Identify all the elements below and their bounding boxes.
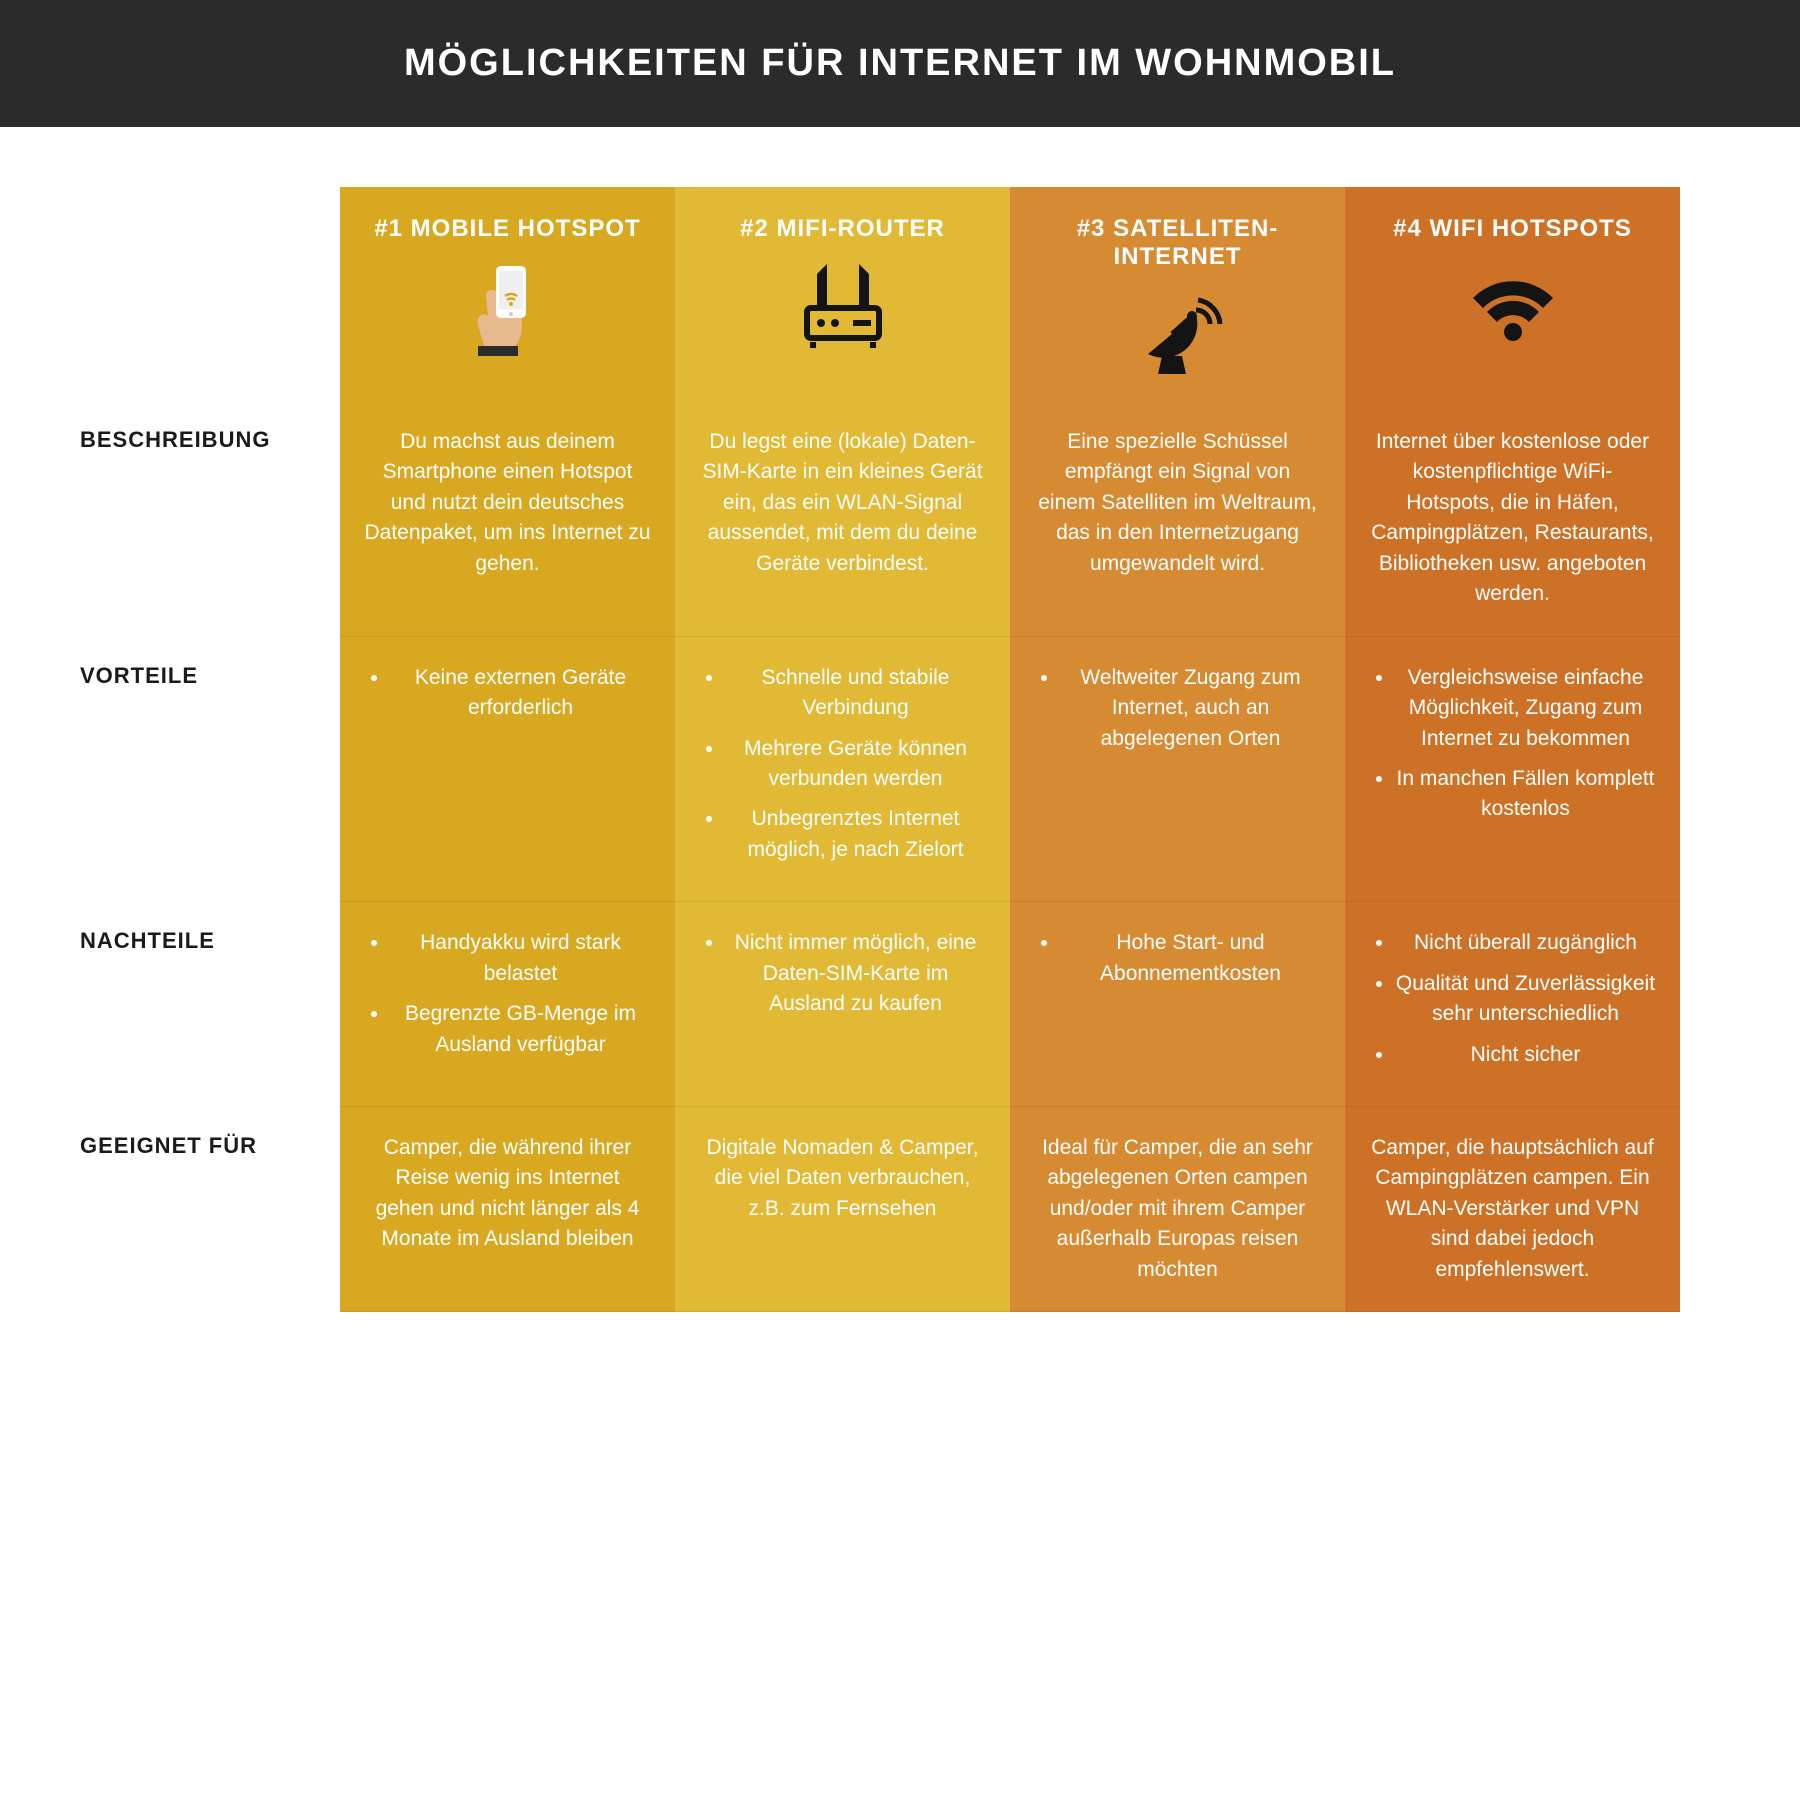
router-icon [675, 253, 1010, 373]
cell-pros-1: Keine externen Geräte erforderlich [340, 637, 675, 903]
satellite-dish-icon [1010, 281, 1345, 401]
col-satellite: #3 SATELLITEN-INTERNET [1010, 187, 1345, 401]
cell-cons-3: Hohe Start- und Abonnementkosten [1010, 902, 1345, 1107]
list-item: In manchen Fällen komplett kostenlos [1395, 764, 1656, 825]
wifi-icon [1345, 253, 1680, 373]
corner-spacer [80, 187, 340, 401]
cell-cons-4: Nicht überall zugänglich Qualität und Zuv… [1345, 902, 1680, 1107]
rowlabel-beschreibung: BESCHREIBUNG [80, 401, 340, 637]
phone-hand-icon [340, 253, 675, 373]
cell-desc-1: Du machst aus deinem Smartphone einen Ho… [340, 401, 675, 637]
list-item: Keine externen Geräte erforderlich [390, 663, 651, 724]
cell-cons-2: Nicht immer möglich, eine Daten-SIM-Kart… [675, 902, 1010, 1107]
list-item: Weltweiter Zugang zum Internet, auch an … [1060, 663, 1321, 754]
page-title: MÖGLICHKEITEN FÜR INTERNET IM WOHNMOBIL [0, 0, 1800, 127]
cell-fit-2: Digitale Nomaden & Camper, die viel Date… [675, 1107, 1010, 1312]
rowlabel-vorteile: VORTEILE [80, 637, 340, 903]
col-mobile-hotspot: #1 MOBILE HOTSPOT [340, 187, 675, 401]
list-item: Hohe Start- und Abonnementkosten [1060, 928, 1321, 989]
cell-pros-2: Schnelle und stabile Verbindung Mehrere G… [675, 637, 1010, 903]
cell-desc-2: Du legst eine (lokale) Daten-SIM-Karte i… [675, 401, 1010, 637]
col-wifi-hotspots: #4 WIFI HOTSPOTS [1345, 187, 1680, 401]
col-mifi-router: #2 MIFI-ROUTER [675, 187, 1010, 401]
cell-fit-4: Camper, die hauptsächlich auf Campingplä… [1345, 1107, 1680, 1312]
list-item: Schnelle und stabile Verbindung [725, 663, 986, 724]
colhead-3: #3 SATELLITEN-INTERNET [1010, 187, 1345, 281]
list-item: Vergleichsweise einfache Möglichkeit, Zu… [1395, 663, 1656, 754]
cell-pros-4: Vergleichsweise einfache Möglichkeit, Zu… [1345, 637, 1680, 903]
colhead-2: #2 MIFI-ROUTER [675, 187, 1010, 253]
list-item: Handyakku wird stark belastet [390, 928, 651, 989]
list-item: Qualität und Zuverlässigkeit sehr unters… [1395, 969, 1656, 1030]
cell-desc-3: Eine spezielle Schüssel empfängt ein Sig… [1010, 401, 1345, 637]
cell-fit-1: Camper, die während ihrer Reise wenig in… [340, 1107, 675, 1312]
rowlabel-nachteile: NACHTEILE [80, 902, 340, 1107]
colhead-1: #1 MOBILE HOTSPOT [340, 187, 675, 253]
list-item: Begrenzte GB-Menge im Ausland verfügbar [390, 999, 651, 1060]
list-item: Mehrere Geräte können verbunden werden [725, 734, 986, 795]
cell-cons-1: Handyakku wird stark belastet Begrenzte G… [340, 902, 675, 1107]
cell-fit-3: Ideal für Camper, die an sehr abgelegene… [1010, 1107, 1345, 1312]
rowlabel-geeignet: GEEIGNET FÜR [80, 1107, 340, 1312]
list-item: Nicht sicher [1395, 1040, 1656, 1070]
colhead-4: #4 WIFI HOTSPOTS [1345, 187, 1680, 253]
list-item: Nicht immer möglich, eine Daten-SIM-Kart… [725, 928, 986, 1019]
cell-desc-4: Internet über kostenlose oder kostenpfli… [1345, 401, 1680, 637]
cell-pros-3: Weltweiter Zugang zum Internet, auch an … [1010, 637, 1345, 903]
list-item: Nicht überall zugänglich [1395, 928, 1656, 958]
list-item: Unbegrenztes Internet möglich, je nach Z… [725, 804, 986, 865]
comparison-table: #1 MOBILE HOTSPOT #2 MIFI-ROUTER [80, 187, 1800, 1312]
